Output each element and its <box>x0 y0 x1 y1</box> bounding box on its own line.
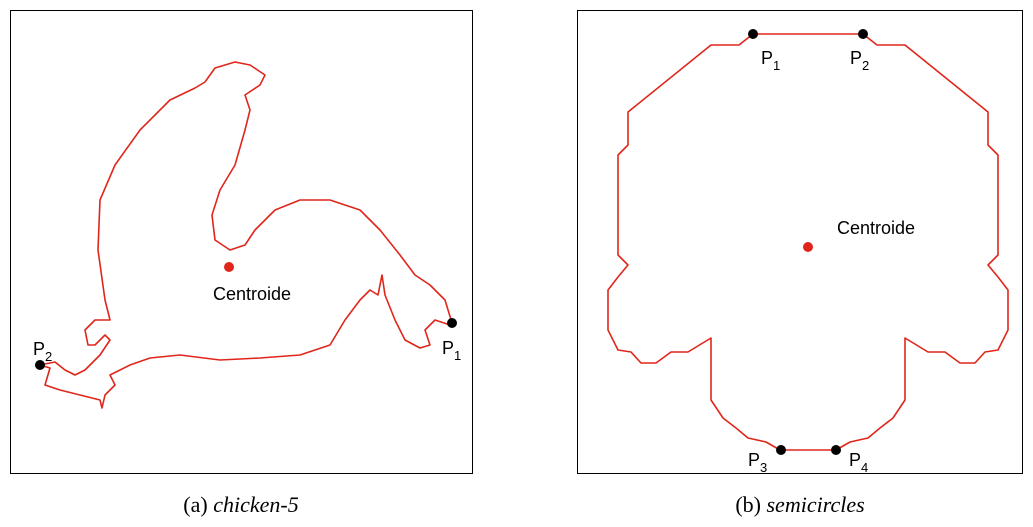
point-label: P4 <box>849 450 868 475</box>
point-label: P1 <box>442 338 461 363</box>
point-base: P <box>33 339 45 359</box>
caption: (a) chicken-5 <box>183 492 298 517</box>
centroid <box>803 242 813 252</box>
point-label: P1 <box>761 48 780 73</box>
caption-name: chicken-5 <box>213 492 299 517</box>
caption-tag: (a) <box>183 492 207 517</box>
point-sub: 1 <box>454 348 461 363</box>
point <box>831 445 841 455</box>
panel-frame <box>11 11 473 474</box>
caption: (b) semicircles <box>735 492 864 517</box>
caption-name: semicircles <box>767 492 865 517</box>
centroid-label: Centroide <box>837 218 915 238</box>
figure: Centroide P1 P2 (a) chicken-5 Centroide … <box>0 0 1033 527</box>
centroid <box>224 262 234 272</box>
centroid-label: Centroide <box>213 284 291 304</box>
caption-tag: (b) <box>735 492 761 517</box>
point-label: P2 <box>850 48 869 73</box>
point-base: P <box>442 338 454 358</box>
point-base: P <box>850 48 862 68</box>
point-sub: 2 <box>45 349 52 364</box>
point <box>776 445 786 455</box>
point-sub: 1 <box>773 58 780 73</box>
point-base: P <box>761 48 773 68</box>
page: Centroide P1 P2 (a) chicken-5 Centroide … <box>0 0 1033 527</box>
point <box>748 29 758 39</box>
point-base: P <box>748 450 760 470</box>
point-label: P2 <box>33 339 52 364</box>
panel-frame <box>578 11 1023 474</box>
point <box>858 29 868 39</box>
point-sub: 4 <box>861 460 868 475</box>
point-sub: 2 <box>862 58 869 73</box>
point-label: P3 <box>748 450 767 475</box>
point-base: P <box>849 450 861 470</box>
point <box>447 318 457 328</box>
point-sub: 3 <box>760 460 767 475</box>
shape-outline <box>40 62 452 408</box>
point <box>35 360 45 370</box>
